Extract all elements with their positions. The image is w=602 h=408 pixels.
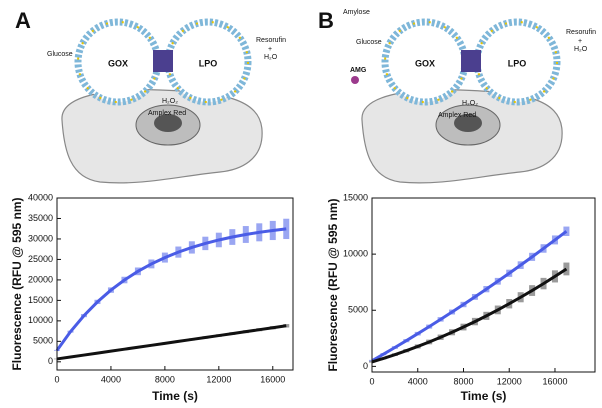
x-tick-label: 8000 (453, 376, 473, 386)
y-tick-label: 10000 (343, 249, 368, 259)
data-line (56, 324, 287, 361)
dna-linker (153, 50, 173, 72)
label: Resorufin (256, 37, 286, 44)
y-tick-label: 15000 (343, 192, 368, 202)
label: LPO (199, 58, 218, 68)
label: + (268, 46, 272, 53)
plot-frame (56, 197, 294, 371)
x-tick-label: 0 (369, 376, 374, 386)
y-tick-label: 5000 (348, 305, 368, 315)
label: H₂O (264, 54, 278, 61)
label: H₂O₂ (162, 98, 178, 105)
label: H₂O (574, 46, 588, 53)
data-line (371, 267, 568, 364)
label: GOX (108, 58, 128, 68)
x-tick-label: 8000 (155, 374, 175, 384)
label: Amplex Red (438, 112, 476, 119)
y-tick-label: 15000 (28, 295, 53, 305)
label: H₂O₂ (462, 100, 478, 107)
x-tick-label: 12000 (206, 374, 231, 384)
nucleolus (454, 114, 482, 132)
x-tick-label: 4000 (408, 376, 428, 386)
y-tick-label: 10000 (28, 315, 53, 325)
y-tick-label: 0 (48, 356, 53, 366)
y-tick-label: 25000 (28, 254, 53, 264)
label: AMG (350, 67, 367, 74)
x-axis-title: Time (s) (461, 389, 507, 403)
y-tick-label: 35000 (28, 213, 53, 223)
label: Amylose (343, 9, 370, 16)
y-tick-label: 0 (363, 361, 368, 371)
nucleolus (154, 114, 182, 132)
x-tick-label: 0 (54, 374, 59, 384)
label: + (578, 38, 582, 45)
diagram-b: B Amylose Glucose AMG GOX LPO Resorufin … (318, 8, 596, 184)
x-tick-label: 4000 (101, 374, 121, 384)
y-tick-label: 20000 (28, 274, 53, 284)
data-line (55, 227, 287, 352)
dna-linker (461, 50, 481, 72)
diagram-a: A Glucose GOX LPO Resorufin + H₂O H₂O₂ A… (15, 8, 286, 184)
label: Glucose (47, 51, 73, 58)
amg-enzyme (351, 76, 359, 84)
vesicle-ring (476, 21, 558, 103)
x-axis-title: Time (s) (152, 389, 198, 403)
vesicle-ring (167, 21, 249, 103)
plot-frame (371, 197, 596, 373)
label: Resorufin (566, 29, 596, 36)
label: LPO (508, 58, 527, 68)
label: Amplex Red (148, 110, 186, 117)
y-tick-label: 30000 (28, 233, 53, 243)
label: Glucose (356, 39, 382, 46)
x-tick-label: 16000 (260, 374, 285, 384)
x-tick-label: 12000 (497, 376, 522, 386)
label: GOX (415, 58, 435, 68)
y-tick-label: 5000 (33, 336, 53, 346)
y-axis-title: Fluorescence (RFU @ 595 nm) (326, 198, 340, 371)
y-tick-label: 40000 (28, 192, 53, 202)
data-line (371, 230, 568, 363)
x-tick-label: 16000 (542, 376, 567, 386)
panel-label: B (318, 8, 334, 33)
panel-label: A (15, 8, 31, 33)
y-axis-title: Fluorescence (RFU @ 595 nm) (10, 197, 24, 370)
